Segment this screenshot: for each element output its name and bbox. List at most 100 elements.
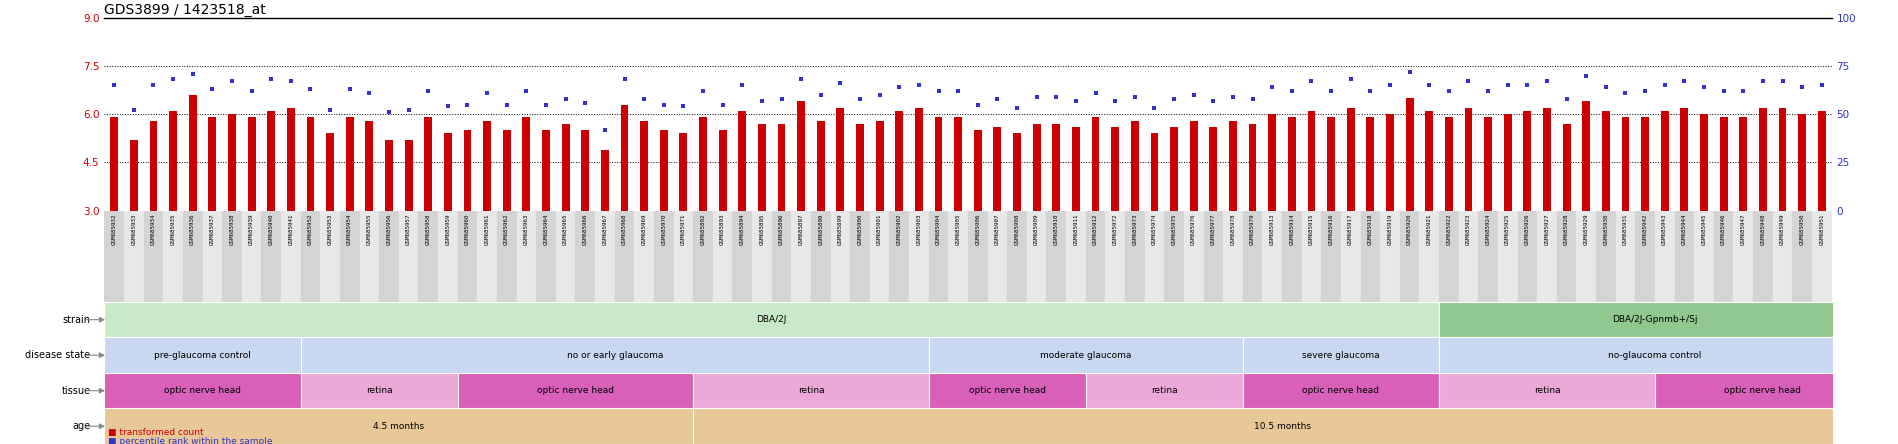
Bar bbox=[993, 127, 1002, 210]
Text: GSM685911: GSM685911 bbox=[1074, 213, 1078, 245]
Text: GSM685962: GSM685962 bbox=[505, 213, 509, 245]
Text: DBA/2J: DBA/2J bbox=[757, 315, 788, 324]
Point bbox=[1355, 87, 1386, 95]
Point bbox=[1689, 83, 1720, 91]
Bar bbox=[831, 210, 850, 302]
Text: GSM685928: GSM685928 bbox=[1564, 213, 1570, 245]
Bar bbox=[1577, 210, 1596, 302]
Bar bbox=[188, 95, 197, 210]
Bar bbox=[752, 210, 772, 302]
Text: GSM685977: GSM685977 bbox=[1211, 213, 1217, 245]
Text: optic nerve head: optic nerve head bbox=[163, 386, 241, 395]
Text: no or early glaucoma: no or early glaucoma bbox=[566, 351, 662, 360]
Bar bbox=[169, 111, 177, 210]
Text: GSM685909: GSM685909 bbox=[1034, 213, 1040, 245]
Text: GSM685925: GSM685925 bbox=[1505, 213, 1511, 245]
Bar bbox=[281, 210, 300, 302]
Text: GSM685898: GSM685898 bbox=[818, 213, 824, 245]
Text: GSM685919: GSM685919 bbox=[1387, 213, 1393, 245]
Bar bbox=[247, 117, 256, 210]
Text: GSM685957: GSM685957 bbox=[406, 213, 412, 245]
Point bbox=[826, 80, 856, 87]
Text: GSM685917: GSM685917 bbox=[1348, 213, 1353, 245]
Text: optic nerve head: optic nerve head bbox=[1725, 386, 1801, 395]
Bar bbox=[182, 210, 203, 302]
Bar bbox=[1465, 108, 1473, 210]
Bar bbox=[575, 210, 596, 302]
Bar bbox=[968, 210, 987, 302]
Bar bbox=[719, 130, 727, 210]
Bar bbox=[1615, 210, 1636, 302]
Bar bbox=[1163, 210, 1184, 302]
Bar bbox=[640, 121, 647, 210]
Bar bbox=[110, 117, 118, 210]
Point bbox=[845, 95, 875, 102]
Point bbox=[531, 101, 562, 108]
Text: DBA/2J-Gpnmb+/Sj: DBA/2J-Gpnmb+/Sj bbox=[1611, 315, 1697, 324]
Bar bbox=[621, 104, 628, 210]
Point bbox=[1786, 83, 1816, 91]
Bar bbox=[1498, 210, 1518, 302]
Bar bbox=[1321, 210, 1340, 302]
Point bbox=[569, 99, 600, 106]
Text: GSM685912: GSM685912 bbox=[1093, 213, 1099, 245]
Bar bbox=[535, 210, 556, 302]
Text: GSM685964: GSM685964 bbox=[543, 213, 549, 245]
Bar bbox=[1072, 127, 1080, 210]
Point bbox=[473, 89, 503, 96]
Point bbox=[903, 82, 934, 89]
Bar bbox=[856, 124, 864, 210]
Bar bbox=[1386, 114, 1393, 210]
Bar bbox=[1754, 210, 1773, 302]
Point bbox=[1591, 83, 1621, 91]
Point bbox=[687, 87, 717, 95]
Text: GSM685901: GSM685901 bbox=[877, 213, 883, 245]
Bar bbox=[129, 140, 139, 210]
Bar bbox=[321, 210, 340, 302]
Bar bbox=[1171, 127, 1179, 210]
Bar bbox=[1126, 210, 1144, 302]
Text: GSM685976: GSM685976 bbox=[1192, 213, 1196, 245]
Point bbox=[1336, 76, 1367, 83]
Point bbox=[1002, 105, 1033, 112]
Point bbox=[1767, 78, 1797, 85]
Bar bbox=[1281, 210, 1302, 302]
Point bbox=[1473, 87, 1503, 95]
Bar bbox=[1518, 210, 1537, 302]
Bar bbox=[326, 134, 334, 210]
Text: GSM685910: GSM685910 bbox=[1053, 213, 1059, 245]
Bar bbox=[634, 210, 655, 302]
Bar bbox=[1621, 117, 1628, 210]
Bar bbox=[1144, 210, 1163, 302]
Bar bbox=[1733, 210, 1754, 302]
Point bbox=[256, 76, 287, 83]
Point bbox=[1610, 89, 1640, 96]
Text: GSM685938: GSM685938 bbox=[230, 213, 235, 245]
Bar bbox=[123, 210, 144, 302]
Bar bbox=[581, 130, 588, 210]
Bar bbox=[738, 111, 746, 210]
Bar bbox=[1484, 117, 1492, 210]
Point bbox=[884, 83, 915, 91]
Text: 4.5 months: 4.5 months bbox=[374, 422, 425, 431]
Bar bbox=[438, 210, 457, 302]
Bar bbox=[1596, 210, 1615, 302]
Bar bbox=[1642, 117, 1649, 210]
Bar bbox=[1406, 98, 1414, 210]
Bar bbox=[797, 101, 805, 210]
Bar bbox=[1184, 210, 1203, 302]
Text: GSM685972: GSM685972 bbox=[1112, 213, 1118, 245]
Bar bbox=[1008, 210, 1027, 302]
Bar bbox=[1797, 114, 1807, 210]
Text: GSM685951: GSM685951 bbox=[1820, 213, 1824, 245]
Point bbox=[1080, 89, 1110, 96]
Bar bbox=[679, 134, 687, 210]
Point bbox=[649, 101, 679, 108]
Point bbox=[628, 95, 659, 102]
Bar bbox=[890, 210, 909, 302]
Text: GSM685934: GSM685934 bbox=[152, 213, 156, 245]
Bar bbox=[209, 117, 216, 210]
Text: GSM685937: GSM685937 bbox=[211, 213, 214, 245]
Point bbox=[1708, 87, 1739, 95]
Bar bbox=[837, 108, 845, 210]
